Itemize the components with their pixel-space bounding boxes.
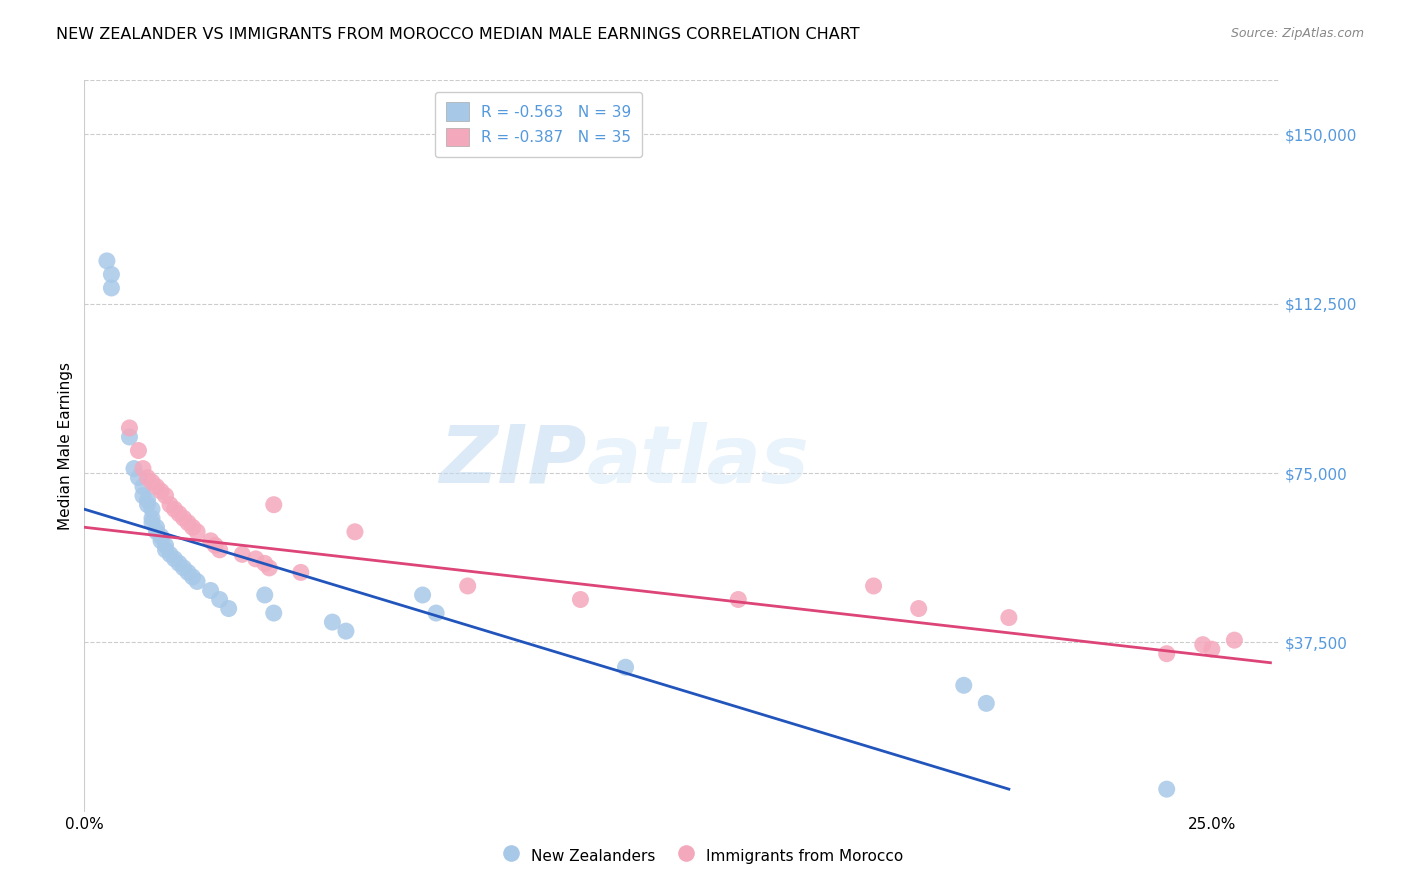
Point	[150, 533, 173, 548]
Point	[136, 498, 159, 512]
Point	[208, 542, 231, 557]
Point	[204, 538, 226, 552]
Legend: R = -0.563   N = 39, R = -0.387   N = 35: R = -0.563 N = 39, R = -0.387 N = 35	[434, 92, 643, 157]
Point	[136, 470, 159, 484]
Point	[150, 484, 173, 499]
Point	[200, 533, 222, 548]
Point	[727, 592, 749, 607]
Point	[173, 561, 195, 575]
Point	[167, 507, 190, 521]
Point	[1156, 647, 1178, 661]
Point	[141, 502, 163, 516]
Point	[145, 520, 167, 534]
Point	[1191, 638, 1213, 652]
Point	[907, 601, 929, 615]
Point	[150, 529, 173, 543]
Point	[998, 610, 1021, 624]
Point	[155, 542, 177, 557]
Point	[181, 570, 204, 584]
Point	[253, 588, 276, 602]
Point	[145, 524, 167, 539]
Point	[218, 601, 240, 615]
Point	[569, 592, 592, 607]
Text: NEW ZEALANDER VS IMMIGRANTS FROM MOROCCO MEDIAN MALE EARNINGS CORRELATION CHART: NEW ZEALANDER VS IMMIGRANTS FROM MOROCCO…	[56, 27, 860, 42]
Point	[167, 557, 190, 571]
Point	[155, 538, 177, 552]
Text: Source: ZipAtlas.com: Source: ZipAtlas.com	[1230, 27, 1364, 40]
Point	[100, 268, 122, 282]
Point	[132, 480, 155, 494]
Point	[1156, 782, 1178, 797]
Point	[290, 566, 312, 580]
Point	[118, 421, 141, 435]
Point	[259, 561, 281, 575]
Point	[263, 606, 285, 620]
Point	[122, 461, 145, 475]
Point	[159, 498, 181, 512]
Y-axis label: Median Male Earnings: Median Male Earnings	[58, 362, 73, 530]
Point	[343, 524, 366, 539]
Point	[163, 552, 186, 566]
Point	[163, 502, 186, 516]
Point	[141, 516, 163, 530]
Point	[952, 678, 974, 692]
Point	[208, 592, 231, 607]
Point	[141, 475, 163, 489]
Point	[253, 557, 276, 571]
Point	[457, 579, 479, 593]
Point	[321, 615, 343, 629]
Point	[145, 480, 167, 494]
Point	[177, 516, 200, 530]
Point	[245, 552, 267, 566]
Point	[186, 524, 208, 539]
Point	[141, 511, 163, 525]
Point	[186, 574, 208, 589]
Point	[173, 511, 195, 525]
Point	[132, 461, 155, 475]
Point	[976, 697, 998, 711]
Point	[96, 253, 118, 268]
Point	[159, 547, 181, 561]
Point	[100, 281, 122, 295]
Point	[127, 443, 149, 458]
Point	[1201, 642, 1223, 657]
Point	[263, 498, 285, 512]
Point	[132, 489, 155, 503]
Point	[118, 430, 141, 444]
Point	[335, 624, 357, 639]
Point	[231, 547, 253, 561]
Point	[181, 520, 204, 534]
Point	[177, 566, 200, 580]
Text: atlas: atlas	[586, 422, 808, 500]
Point	[155, 489, 177, 503]
Legend: New Zealanders, Immigrants from Morocco: New Zealanders, Immigrants from Morocco	[498, 840, 908, 871]
Point	[412, 588, 434, 602]
Point	[127, 470, 149, 484]
Point	[425, 606, 447, 620]
Point	[1223, 633, 1246, 648]
Point	[136, 493, 159, 508]
Point	[200, 583, 222, 598]
Point	[614, 660, 637, 674]
Point	[862, 579, 884, 593]
Text: ZIP: ZIP	[439, 422, 586, 500]
